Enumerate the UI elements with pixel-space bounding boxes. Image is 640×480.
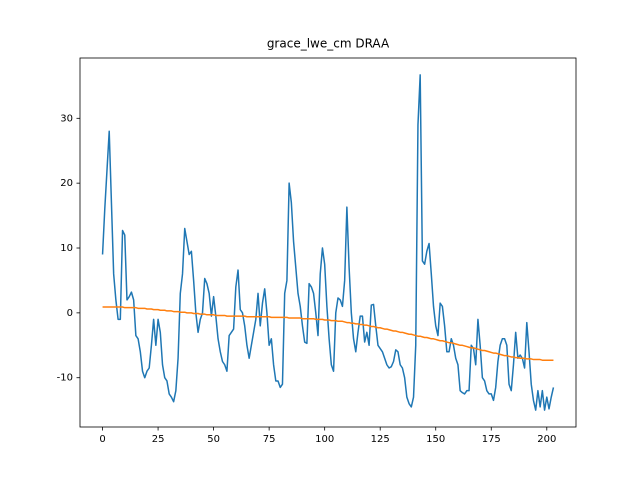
y-tick-label: 10 [60, 243, 73, 254]
y-tick-label: 0 [67, 308, 73, 319]
plot-frame [79, 57, 577, 428]
x-tick-label: 150 [426, 434, 445, 445]
data-line [101, 74, 555, 411]
x-tick-label: 200 [537, 434, 556, 445]
x-tick-label: 100 [315, 434, 334, 445]
x-tick-label: 0 [99, 434, 105, 445]
x-tick-label: 125 [371, 434, 390, 445]
y-tick-label: 20 [60, 178, 73, 189]
y-tick-label: 30 [60, 113, 73, 124]
y-tick-label: -10 [57, 373, 73, 384]
x-tick-label: 175 [482, 434, 501, 445]
chart-title: grace_lwe_cm DRAA [267, 37, 390, 51]
x-tick-label: 50 [207, 434, 220, 445]
x-tick-label: 75 [263, 434, 276, 445]
data-line [102, 306, 554, 361]
x-tick-label: 25 [152, 434, 165, 445]
